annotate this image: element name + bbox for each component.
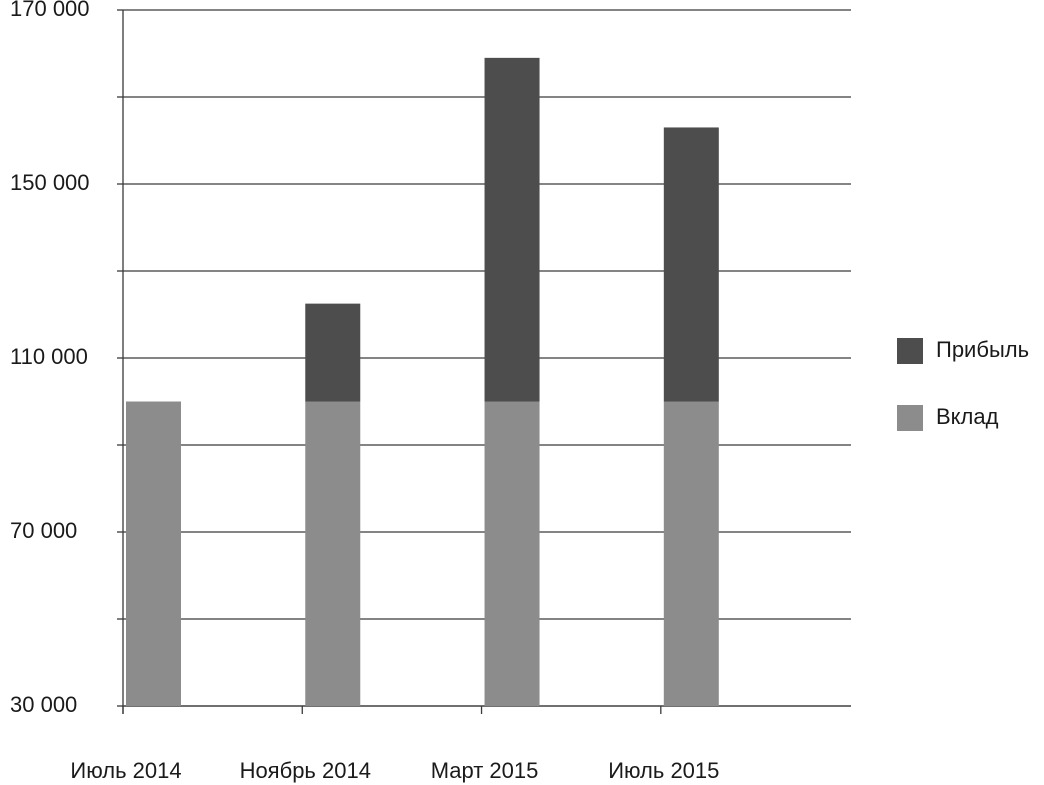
bar-segment <box>305 401 361 706</box>
bar-segment <box>484 401 540 706</box>
legend-swatch <box>897 338 923 364</box>
x-tick-label: Март 2015 <box>431 758 539 783</box>
bar-segment <box>663 127 719 402</box>
legend-label: Вклад <box>936 404 999 429</box>
y-tick-label: 110 000 <box>10 344 88 369</box>
legend-label: Прибыль <box>936 337 1029 362</box>
y-tick-label: 30 000 <box>10 692 77 717</box>
x-tick-label: Июль 2015 <box>608 758 719 783</box>
x-tick-label: Ноябрь 2014 <box>240 758 371 783</box>
y-tick-label: 70 000 <box>10 518 77 543</box>
bar-segment <box>126 401 181 706</box>
y-tick-label: 150 000 <box>10 170 90 195</box>
x-tick-label: Июль 2014 <box>70 758 181 783</box>
y-tick-label: 170 000 <box>10 0 90 21</box>
bar-segment <box>663 401 719 706</box>
bar-segment <box>484 57 540 402</box>
legend-swatch <box>897 405 923 431</box>
bar-segment <box>305 303 361 402</box>
